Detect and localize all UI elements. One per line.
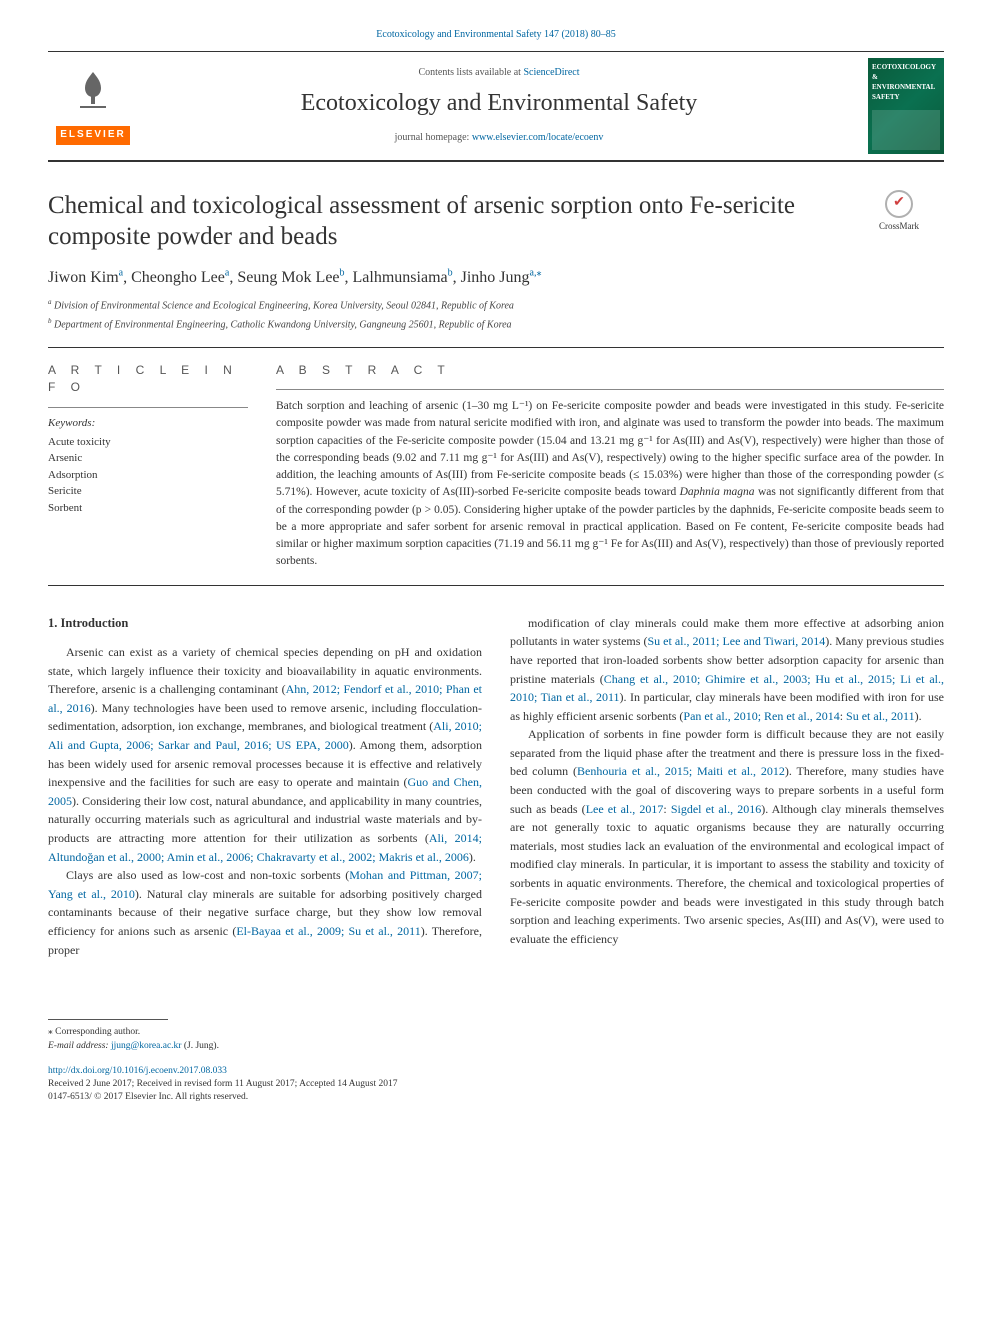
elsevier-logo: ELSEVIER — [48, 66, 138, 145]
contents-prefix: Contents lists available at — [418, 67, 523, 78]
email-person: (J. Jung). — [181, 1041, 218, 1051]
journal-name: Ecotoxicology and Environmental Safety — [138, 86, 860, 121]
citation-link[interactable]: Su et al., 2011 — [846, 709, 915, 723]
journal-banner: ELSEVIER Contents lists available at Sci… — [48, 51, 944, 162]
affiliations: a Division of Environmental Science and … — [48, 297, 944, 333]
keyword: Adsorption — [48, 467, 248, 484]
citation-link[interactable]: Ali, 2014; Altundoğan et al., 2000; Amin… — [48, 831, 482, 864]
author-list: Jiwon Kima, Cheongho Leea, Seung Mok Lee… — [48, 266, 944, 289]
author-affil-sup: b — [448, 268, 453, 279]
crossmark-label: CrossMark — [879, 221, 919, 231]
keyword: Sericite — [48, 483, 248, 500]
keyword: Sorbent — [48, 500, 248, 517]
divider — [48, 407, 248, 408]
tree-icon — [68, 66, 118, 122]
homepage-prefix: journal homepage: — [395, 132, 472, 143]
body-paragraph: Clays are also used as low-cost and non-… — [48, 866, 482, 959]
header-citation: Ecotoxicology and Environmental Safety 1… — [48, 28, 944, 43]
elsevier-wordmark: ELSEVIER — [56, 126, 129, 145]
divider — [48, 347, 944, 348]
article-title: Chemical and toxicological assessment of… — [48, 190, 838, 253]
body-paragraph: Application of sorbents in fine powder f… — [510, 725, 944, 948]
citation-link[interactable]: Su et al., 2011 — [647, 634, 716, 648]
keyword: Arsenic — [48, 450, 248, 467]
author: Cheongho Lee — [131, 269, 225, 286]
keyword: Acute toxicity — [48, 434, 248, 451]
citation-link[interactable]: Pan et al., 2010; Ren et al., 2014 — [683, 709, 839, 723]
citation-link[interactable]: Su et al., 2011; Lee and Tiwari, 2014 — [647, 634, 825, 648]
email-link[interactable]: jjung@korea.ac.kr — [111, 1041, 181, 1051]
body-column-right: modification of clay minerals could make… — [510, 614, 944, 959]
author-affil-sup: a — [119, 268, 123, 279]
author-affil-sup: b — [340, 268, 345, 279]
author-affil-sup: a — [225, 268, 229, 279]
article-info-head: A R T I C L E I N F O — [48, 362, 248, 397]
keywords-label: Keywords: — [48, 416, 248, 432]
crossmark-icon: ✔ — [885, 190, 913, 218]
sciencedirect-link[interactable]: ScienceDirect — [523, 67, 579, 78]
issn-copyright: 0147-6513/ © 2017 Elsevier Inc. All righ… — [48, 1091, 944, 1104]
homepage-link[interactable]: www.elsevier.com/locate/ecoenv — [472, 132, 604, 143]
citation-link[interactable]: Ali, 2010; Ali and Gupta, 2006; Sarkar a… — [48, 719, 482, 752]
body-paragraph: modification of clay minerals could make… — [510, 614, 944, 726]
crossmark-badge[interactable]: ✔ CrossMark — [854, 190, 944, 233]
citation-link[interactable]: Lee et al., 2017 — [586, 802, 664, 816]
citation-link[interactable]: Ahn, 2012; Fendorf et al., 2010; Phan et… — [48, 682, 482, 715]
divider — [48, 585, 944, 586]
citation-link[interactable]: Sigdel et al., 2016 — [671, 802, 761, 816]
received-line: Received 2 June 2017; Received in revise… — [48, 1078, 944, 1091]
cover-title: ECOTOXICOLOGY & ENVIRONMENTAL SAFETY — [872, 62, 940, 103]
abstract-text: Batch sorption and leaching of arsenic (… — [276, 398, 944, 571]
divider — [276, 389, 944, 390]
author: Lalhmunsiama — [353, 269, 448, 286]
email-label: E-mail address: — [48, 1041, 111, 1051]
citation-link[interactable]: Chang et al., 2010; Ghimire et al., 2003… — [510, 672, 944, 705]
author: Jinho Jung — [461, 269, 530, 286]
author: Jiwon Kim — [48, 269, 119, 286]
corresponding-author: ⁎ Corresponding author. — [48, 1026, 944, 1039]
affiliation-a: a Division of Environmental Science and … — [48, 297, 944, 314]
author: Seung Mok Lee — [237, 269, 339, 286]
citation-link[interactable]: El-Bayaa et al., 2009; Su et al., 2011 — [236, 924, 420, 938]
homepage-line: journal homepage: www.elsevier.com/locat… — [138, 131, 860, 146]
citation-link[interactable]: Mohan and Pittman, 2007; Yang et al., 20… — [48, 868, 482, 901]
section-heading: 1. Introduction — [48, 614, 482, 633]
affiliation-b: b Department of Environmental Engineerin… — [48, 316, 944, 333]
page-footer: ⁎ Corresponding author. E-mail address: … — [48, 1019, 944, 1104]
body-column-left: 1. Introduction Arsenic can exist as a v… — [48, 614, 482, 959]
doi-link[interactable]: http://dx.doi.org/10.1016/j.ecoenv.2017.… — [48, 1066, 227, 1076]
journal-cover-thumb: ECOTOXICOLOGY & ENVIRONMENTAL SAFETY — [868, 58, 944, 154]
keywords-list: Acute toxicityArsenicAdsorptionSericiteS… — [48, 434, 248, 517]
body-paragraph: Arsenic can exist as a variety of chemic… — [48, 643, 482, 866]
author-affil-sup: a,⁎ — [530, 268, 542, 279]
citation-link[interactable]: Guo and Chen, 2005 — [48, 775, 482, 808]
abstract-head: A B S T R A C T — [276, 362, 944, 379]
email-line: E-mail address: jjung@korea.ac.kr (J. Ju… — [48, 1040, 944, 1053]
contents-line: Contents lists available at ScienceDirec… — [138, 66, 860, 81]
citation-link[interactable]: Benhouria et al., 2015; Maiti et al., 20… — [577, 764, 785, 778]
